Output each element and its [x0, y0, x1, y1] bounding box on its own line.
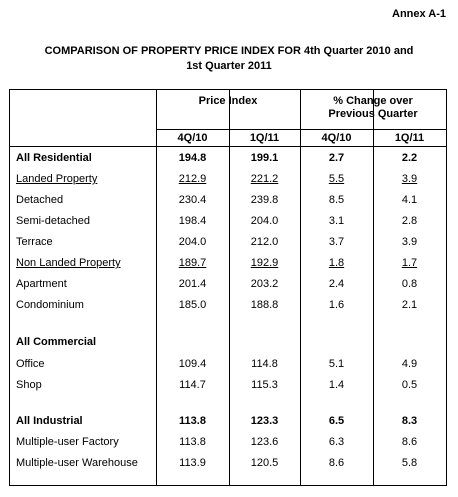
cell-pc-4q10: 5.1 [328, 358, 345, 370]
row-label: Condominium [16, 299, 84, 311]
cell-pi-1q11: 199.1 [250, 152, 279, 164]
cell-pc-1q11: 2.1 [401, 299, 418, 311]
cell-pc-4q10: 3.1 [328, 215, 345, 227]
cell-pi-4q10: 185.0 [178, 299, 207, 311]
cell-pc-1q11: 0.8 [401, 278, 418, 290]
cell-pi-1q11: 203.2 [250, 278, 279, 290]
cell-pc-4q10: 6.5 [328, 415, 345, 427]
cell-pi-1q11: 115.3 [251, 379, 278, 391]
row-label: All Industrial [16, 415, 83, 427]
column-divider [300, 90, 301, 485]
header-pct-change-line-2: Previous Quarter [328, 108, 418, 120]
cell-pc-4q10: 5.5 [328, 173, 345, 185]
cell-pi-4q10: 194.8 [178, 152, 207, 164]
cell-pi-1q11: 221.2 [250, 173, 279, 185]
row-label: All Commercial [16, 336, 97, 348]
row-label: Apartment [16, 278, 67, 290]
cell-pi-4q10: 230.4 [178, 194, 207, 206]
cell-pc-1q11: 3.9 [401, 236, 418, 248]
cell-pc-1q11: 1.7 [401, 257, 418, 269]
header-subdivider [156, 129, 446, 130]
cell-pc-4q10: 2.7 [328, 152, 345, 164]
row-label: Shop [16, 379, 42, 391]
cell-pc-1q11: 8.6 [401, 436, 418, 448]
cell-pi-1q11: 120.5 [250, 457, 279, 469]
row-label: Non Landed Property [16, 257, 121, 269]
cell-pi-4q10: 113.8 [179, 436, 206, 448]
column-divider [373, 90, 374, 485]
title-line-2: 1st Quarter 2011 [186, 60, 272, 72]
header-pct-change: % Change over Previous Quarter [300, 95, 446, 121]
cell-pi-1q11: 204.0 [250, 215, 279, 227]
column-divider [229, 90, 230, 485]
row-label: Office [16, 358, 45, 370]
row-label: Terrace [16, 236, 53, 248]
cell-pc-4q10: 6.3 [328, 436, 345, 448]
cell-pc-4q10: 2.4 [328, 278, 345, 290]
title-line-1: COMPARISON OF PROPERTY PRICE INDEX FOR 4… [44, 45, 414, 57]
row-label: All Residential [16, 152, 92, 164]
cell-pi-1q11: 212.0 [250, 236, 279, 248]
cell-pi-1q11: 239.8 [250, 194, 279, 206]
cell-pi-4q10: 109.4 [178, 358, 207, 370]
cell-pc-1q11: 5.8 [401, 457, 418, 469]
cell-pc-1q11: 4.1 [401, 194, 418, 206]
cell-pi-4q10: 113.8 [179, 415, 206, 427]
cell-pi-1q11: 123.6 [250, 436, 279, 448]
header-pc-1q11: 1Q/11 [394, 132, 425, 144]
row-label: Multiple-user Warehouse [16, 457, 138, 469]
cell-pi-4q10: 201.4 [178, 278, 207, 290]
header-pct-change-line-1: % Change over [333, 95, 413, 107]
cell-pi-1q11: 114.8 [251, 358, 278, 370]
cell-pc-1q11: 4.9 [401, 358, 418, 370]
column-divider [156, 90, 157, 485]
cell-pc-4q10: 3.7 [328, 236, 345, 248]
cell-pi-4q10: 189.7 [178, 257, 207, 269]
price-index-table: Price Index % Change over Previous Quart… [9, 89, 447, 486]
cell-pc-4q10: 1.6 [328, 299, 345, 311]
header-pi-1q11: 1Q/11 [249, 132, 280, 144]
cell-pi-4q10: 204.0 [178, 236, 207, 248]
cell-pi-4q10: 212.9 [178, 173, 207, 185]
row-label: Landed Property [16, 173, 98, 185]
header-pi-4q10: 4Q/10 [177, 132, 208, 144]
cell-pc-1q11: 3.9 [401, 173, 418, 185]
header-price-index: Price Index [198, 95, 258, 107]
cell-pi-1q11: 123.3 [250, 415, 279, 427]
page-title: COMPARISON OF PROPERTY PRICE INDEX FOR 4… [0, 44, 458, 74]
cell-pc-4q10: 1.4 [328, 379, 345, 391]
cell-pi-4q10: 198.4 [178, 215, 207, 227]
header-pc-4q10: 4Q/10 [321, 132, 352, 144]
cell-pc-4q10: 8.6 [328, 457, 345, 469]
header-divider [10, 146, 446, 147]
row-label: Multiple-user Factory [16, 436, 119, 448]
row-label: Detached [16, 194, 64, 206]
cell-pc-4q10: 1.8 [328, 257, 345, 269]
cell-pi-1q11: 188.8 [250, 299, 279, 311]
annex-label: Annex A-1 [392, 8, 446, 20]
cell-pc-1q11: 0.5 [401, 379, 418, 391]
cell-pi-1q11: 192.9 [250, 257, 279, 269]
cell-pc-4q10: 8.5 [328, 194, 345, 206]
cell-pi-4q10: 113.9 [179, 457, 206, 469]
cell-pi-4q10: 114.7 [179, 379, 206, 391]
row-label: Semi-detached [16, 215, 90, 227]
cell-pc-1q11: 2.2 [401, 152, 418, 164]
cell-pc-1q11: 8.3 [401, 415, 418, 427]
cell-pc-1q11: 2.8 [401, 215, 418, 227]
